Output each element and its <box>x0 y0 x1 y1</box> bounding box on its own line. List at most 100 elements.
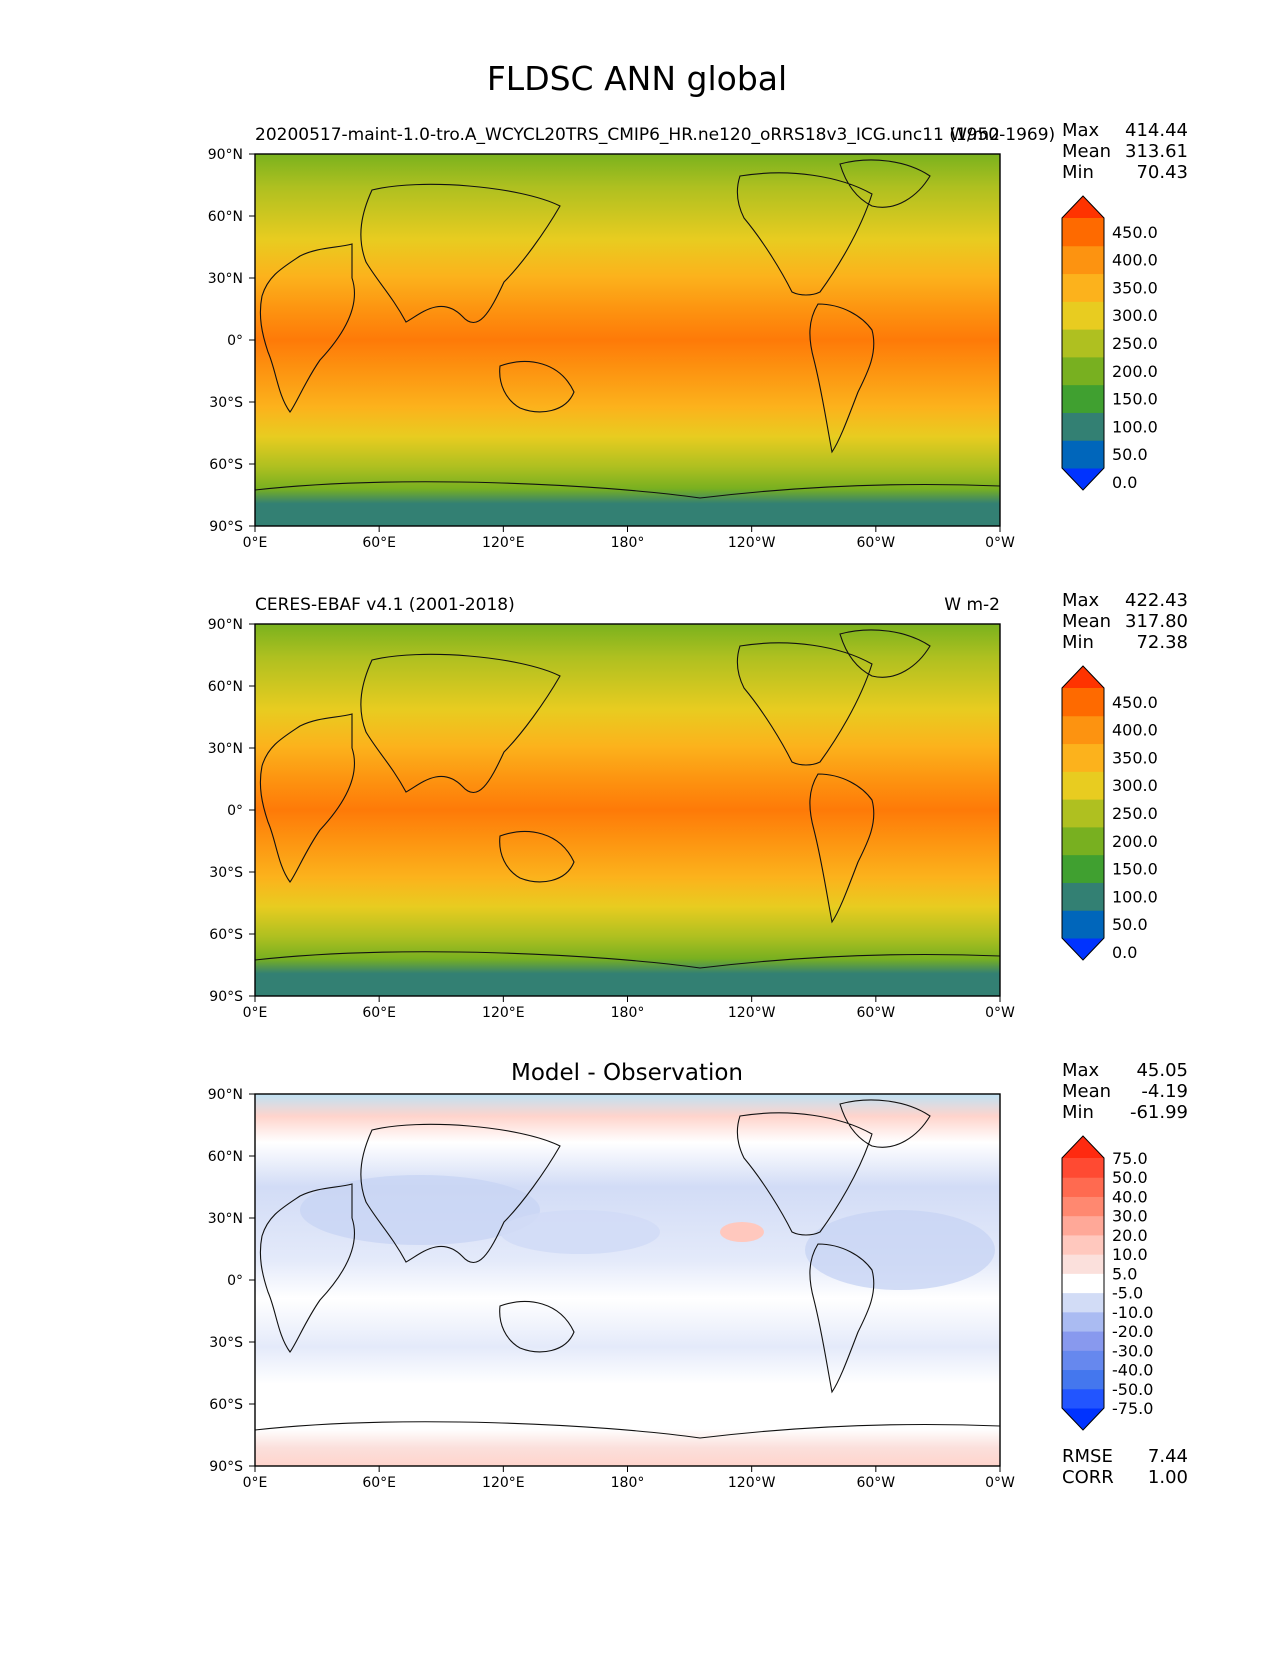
x-tick-label: 60°W <box>856 1005 895 1021</box>
colorbar-extend-low <box>1062 1408 1104 1430</box>
x-tick-label: 180° <box>611 1005 645 1021</box>
colorbar-segment <box>1062 688 1104 717</box>
y-tick-label: 30°S <box>209 395 243 411</box>
colorbar-tick-label: 150.0 <box>1112 860 1158 879</box>
y-tick-label: 0° <box>227 333 243 349</box>
colorbar-segment <box>1062 1234 1104 1255</box>
panel-subtitle-left: CERES-EBAF v4.1 (2001-2018) <box>255 595 515 615</box>
skill-scores: RMSE 7.44 CORR 1.00 <box>1062 1446 1188 1488</box>
colorbar-tick-label: 30.0 <box>1112 1207 1148 1226</box>
colorbar-tick-label: -75.0 <box>1112 1399 1153 1418</box>
colorbar-segment <box>1062 1331 1104 1351</box>
y-tick-label: 60°S <box>209 927 243 943</box>
stat-min-label: Min <box>1062 1102 1094 1123</box>
colorbar-tick-label: 450.0 <box>1112 693 1158 712</box>
colorbar-extend-low <box>1062 938 1104 960</box>
panel-subtitle-center: Model - Observation <box>511 1060 743 1086</box>
stat-mean-value: 313.61 <box>1125 141 1188 162</box>
map-coastlines <box>254 159 1001 499</box>
colorbar-tick-label: 450.0 <box>1112 223 1158 242</box>
x-tick-label: 180° <box>611 535 645 551</box>
stats: Max 414.44 Mean 313.61 Min 70.43 <box>1062 120 1188 183</box>
x-tick-label: 60°W <box>856 1475 895 1491</box>
y-tick-label: 90°N <box>208 147 243 163</box>
stat-max-label: Max <box>1062 590 1100 611</box>
x-tick-label: 120°W <box>728 535 776 551</box>
y-tick-label: 90°N <box>208 1087 243 1103</box>
colorbar-tick-label: 50.0 <box>1112 1168 1148 1187</box>
stat-max-label: Max <box>1062 120 1100 141</box>
colorbar-tick-label: -30.0 <box>1112 1341 1153 1360</box>
colorbar-tick-label: 75.0 <box>1112 1149 1148 1168</box>
colorbar-segment <box>1062 1369 1104 1390</box>
colorbar-tick-label: -50.0 <box>1112 1380 1153 1399</box>
panel-subtitle-right: W m-2 <box>944 595 1000 615</box>
y-tick-label: 90°N <box>208 617 243 633</box>
colorbar-segment <box>1062 910 1104 939</box>
colorbar-segment <box>1062 743 1104 772</box>
map-field <box>255 154 1000 526</box>
colorbar-tick-label: 200.0 <box>1112 832 1158 851</box>
stat-min-label: Min <box>1062 632 1094 653</box>
stat-mean-label: Mean <box>1062 141 1111 162</box>
x-tick-label: 0°E <box>243 1005 268 1021</box>
map-field-anomaly <box>500 1210 660 1254</box>
x-tick-label: 60°E <box>362 1475 396 1491</box>
colorbar-tick-label: 300.0 <box>1112 776 1158 795</box>
colorbar-tick-label: 350.0 <box>1112 748 1158 767</box>
y-tick-label: 30°S <box>209 1335 243 1351</box>
stats: Max 45.05 Mean -4.19 Min -61.99 <box>1062 1060 1188 1123</box>
corr-value: 1.00 <box>1148 1467 1188 1488</box>
colorbar-segment <box>1062 384 1104 413</box>
stats: Max 422.43 Mean 317.80 Min 72.38 <box>1062 590 1188 653</box>
colorbar-segment <box>1062 273 1104 302</box>
stat-min-value: -61.99 <box>1130 1102 1188 1123</box>
colorbar-tick-label: -20.0 <box>1112 1322 1153 1341</box>
colorbar-tick-label: 5.0 <box>1112 1264 1137 1283</box>
colorbar-tick-label: 10.0 <box>1112 1245 1148 1264</box>
colorbar-extend-high <box>1062 196 1104 218</box>
x-tick-label: 0°W <box>985 1005 1015 1021</box>
colorbar-tick-label: 300.0 <box>1112 306 1158 325</box>
x-tick-label: 120°E <box>482 1005 525 1021</box>
colorbar-tick-label: 20.0 <box>1112 1226 1148 1245</box>
colorbar-segment <box>1062 826 1104 856</box>
x-tick-label: 0°E <box>243 535 268 551</box>
colorbar-tick-label: 40.0 <box>1112 1187 1148 1206</box>
map-axes: 0°E 60°E 120°E 180° 120°W 60°W 0°W 90°N 60°N 30°N… <box>208 1087 1015 1491</box>
panel-subtitle-right: W/m2 <box>950 125 1000 145</box>
y-tick-label: 60°S <box>209 1397 243 1413</box>
colorbar-tick-label: 400.0 <box>1112 721 1158 740</box>
colorbar-tick-label: 200.0 <box>1112 362 1158 381</box>
colorbar-extend-high <box>1062 1136 1104 1158</box>
colorbar-tick-label: 50.0 <box>1112 915 1148 934</box>
colorbar-segment <box>1062 301 1104 330</box>
colorbar-segment <box>1062 1177 1104 1197</box>
y-tick-label: 0° <box>227 1273 243 1289</box>
y-tick-label: 60°N <box>208 209 243 225</box>
colorbar-segment <box>1062 882 1104 911</box>
y-tick-label: 90°S <box>209 989 243 1005</box>
x-tick-label: 60°W <box>856 535 895 551</box>
stat-mean-value: 317.80 <box>1125 611 1188 632</box>
colorbar-tick-label: 400.0 <box>1112 251 1158 270</box>
stat-min-value: 72.38 <box>1136 632 1188 653</box>
map-field-anomaly <box>300 1175 540 1245</box>
stat-min-label: Min <box>1062 162 1094 183</box>
stat-max-value: 422.43 <box>1125 590 1188 611</box>
colorbar-segment <box>1062 356 1104 386</box>
colorbar-outline <box>1061 195 1105 491</box>
y-tick-label: 30°N <box>208 741 243 757</box>
colorbar: 75.050.040.030.020.010.05.0-5.0-10.0-20.… <box>1061 1135 1153 1431</box>
map-coastlines <box>254 629 1001 969</box>
colorbar-segment <box>1062 1158 1104 1178</box>
colorbar-tick-label: 100.0 <box>1112 887 1158 906</box>
corr-label: CORR <box>1062 1467 1114 1488</box>
figure-title: FLDSC ANN global <box>487 59 787 98</box>
colorbar-segment <box>1062 1196 1104 1217</box>
x-tick-label: 120°W <box>728 1475 776 1491</box>
y-tick-label: 0° <box>227 803 243 819</box>
stat-mean-value: -4.19 <box>1141 1081 1188 1102</box>
colorbar-segment <box>1062 1254 1104 1274</box>
stat-max-label: Max <box>1062 1060 1100 1081</box>
